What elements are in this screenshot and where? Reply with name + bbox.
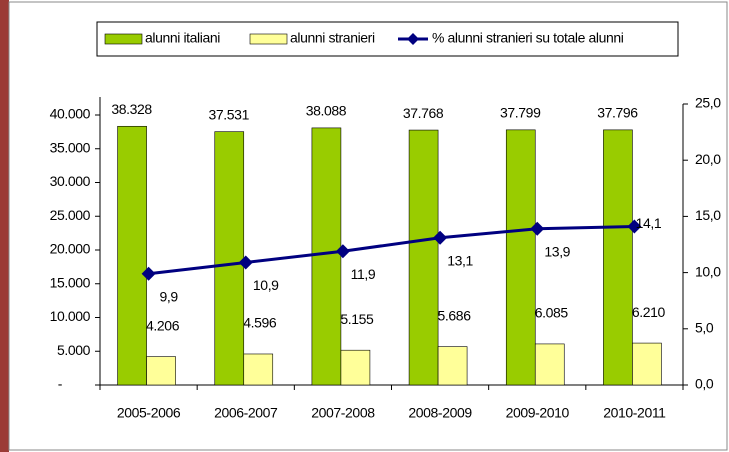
legend-box xyxy=(96,21,679,57)
legend-swatch xyxy=(407,33,419,45)
data-label: 6.085 xyxy=(535,305,569,321)
data-label: 14,1 xyxy=(636,215,662,231)
data-label: 6.210 xyxy=(632,304,666,320)
x-tick-label: 2007-2008 xyxy=(311,405,375,421)
y-tick-label: - xyxy=(58,376,63,392)
data-label: 37.799 xyxy=(500,105,541,121)
bar xyxy=(408,129,439,386)
y2-tick-label: 0,0 xyxy=(695,376,714,392)
x-tick-label: 2010-2011 xyxy=(603,405,666,421)
y2-tick-label: 20,0 xyxy=(695,151,721,167)
bar xyxy=(117,125,147,386)
bar xyxy=(146,356,176,386)
x-tick-label: 2009-2010 xyxy=(506,405,570,421)
chart-frame xyxy=(8,1,728,451)
y-tick-label: 30.000 xyxy=(50,173,91,189)
data-label: 13,1 xyxy=(447,252,473,268)
bar xyxy=(340,349,371,386)
x-tick-label: 2006-2007 xyxy=(214,405,278,421)
legend-label: alunni stranieri xyxy=(290,30,375,46)
marker xyxy=(433,230,448,245)
bar xyxy=(214,131,245,386)
data-label: 37.768 xyxy=(403,105,444,121)
marker xyxy=(335,244,350,259)
bar xyxy=(632,342,662,386)
side-strip xyxy=(0,0,9,452)
data-label: 10,9 xyxy=(253,277,279,293)
y2-tick-label: 10,0 xyxy=(695,263,721,279)
bar xyxy=(505,129,536,386)
marker xyxy=(627,219,642,234)
data-label: 5.686 xyxy=(438,307,472,323)
y-tick-label: 5.000 xyxy=(57,342,91,358)
data-label: 4.596 xyxy=(243,315,277,331)
data-label: 37.796 xyxy=(597,105,638,121)
y-tick-label: 20.000 xyxy=(50,241,91,257)
data-label: 13,9 xyxy=(544,243,570,259)
data-label: 11,9 xyxy=(351,266,376,282)
data-label: 4.206 xyxy=(146,317,180,333)
data-label: 5.155 xyxy=(340,311,374,327)
bar xyxy=(534,343,565,386)
line xyxy=(148,225,635,276)
legend-label: alunni italiani xyxy=(145,30,220,46)
bar xyxy=(603,129,633,386)
marker xyxy=(238,255,253,270)
y2-tick-label: 25,0 xyxy=(695,95,721,111)
y-tick-label: 40.000 xyxy=(50,106,91,122)
bar xyxy=(437,346,468,386)
marker xyxy=(141,266,156,281)
data-label: 9,9 xyxy=(159,288,178,304)
marker xyxy=(530,221,545,236)
bar xyxy=(311,127,342,386)
x-tick-label: 2005-2006 xyxy=(117,405,181,421)
y2-tick-label: 15,0 xyxy=(695,207,721,223)
legend-label: % alunni stranieri su totale alunni xyxy=(432,30,624,46)
y-tick-label: 35.000 xyxy=(50,139,91,155)
data-label: 38.328 xyxy=(111,101,152,117)
y2-tick-label: 5,0 xyxy=(695,320,714,336)
bar xyxy=(243,353,274,386)
y-tick-label: 25.000 xyxy=(50,207,91,223)
legend-swatch xyxy=(104,33,143,45)
y-tick-label: 15.000 xyxy=(50,274,91,290)
y-tick-label: 10.000 xyxy=(50,308,91,324)
data-label: 38.088 xyxy=(306,103,347,119)
data-label: 37.531 xyxy=(209,106,250,122)
x-tick-label: 2008-2009 xyxy=(408,405,472,421)
legend-swatch xyxy=(249,33,288,45)
